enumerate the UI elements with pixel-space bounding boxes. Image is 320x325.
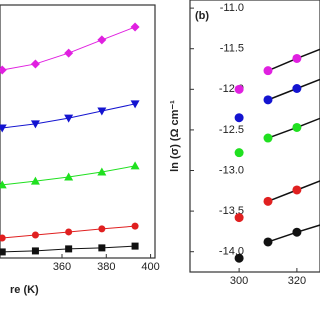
marker	[0, 180, 7, 189]
marker	[97, 107, 107, 116]
marker	[30, 59, 40, 69]
x-tick-label: 360	[53, 261, 71, 273]
data-area	[234, 48, 320, 263]
marker	[263, 66, 273, 76]
x-axis-label: re (K)	[10, 284, 39, 296]
plot-frame	[189, 0, 320, 273]
marker	[0, 65, 7, 75]
marker	[31, 231, 39, 239]
marker	[0, 234, 6, 242]
marker	[292, 227, 302, 237]
y-tick-label: -11.5	[220, 43, 244, 55]
marker	[263, 196, 273, 206]
y-tick-label: -13.0	[219, 164, 244, 176]
marker	[130, 161, 140, 170]
marker	[65, 228, 73, 236]
marker	[292, 122, 302, 132]
marker	[263, 95, 273, 105]
marker	[131, 222, 139, 230]
y-tick-label: -11.0	[220, 2, 244, 14]
marker	[64, 48, 74, 58]
data-area	[0, 22, 140, 256]
y-axis-label: ln (σ) (Ω cm⁻¹	[169, 100, 181, 172]
marker	[263, 133, 273, 143]
x-tick-label: 320	[288, 275, 306, 287]
x-tick-label: 300	[230, 275, 248, 287]
marker	[30, 176, 40, 185]
marker	[292, 84, 302, 94]
marker	[97, 167, 107, 176]
panel-label: (b)	[195, 10, 209, 22]
panel-a: 360 380 400 re (K)	[0, 4, 160, 296]
panel-b: 300 320-11.0-11.5-12.0-12.5-13.0-13.5-14.…	[169, 0, 320, 287]
marker	[0, 124, 7, 133]
plot-frame	[0, 4, 156, 259]
y-tick-label: -14.0	[219, 246, 244, 258]
marker	[292, 53, 302, 63]
x-tick-label: 380	[97, 261, 115, 273]
marker	[98, 244, 106, 252]
marker	[97, 35, 107, 45]
y-tick-label: -12.5	[219, 124, 244, 136]
marker	[131, 242, 139, 250]
marker	[64, 114, 74, 123]
marker	[65, 245, 73, 253]
marker	[234, 213, 244, 223]
marker	[98, 225, 106, 233]
marker	[130, 22, 140, 32]
marker	[0, 248, 6, 256]
marker	[234, 113, 244, 123]
marker	[234, 253, 244, 263]
x-tick-label: 400	[141, 261, 159, 273]
marker	[263, 237, 273, 247]
marker	[31, 247, 39, 255]
marker	[234, 148, 244, 158]
marker	[30, 120, 40, 129]
marker	[234, 84, 244, 94]
marker	[64, 172, 74, 181]
marker	[130, 100, 140, 109]
marker	[292, 185, 302, 195]
series-line	[2, 26, 136, 71]
